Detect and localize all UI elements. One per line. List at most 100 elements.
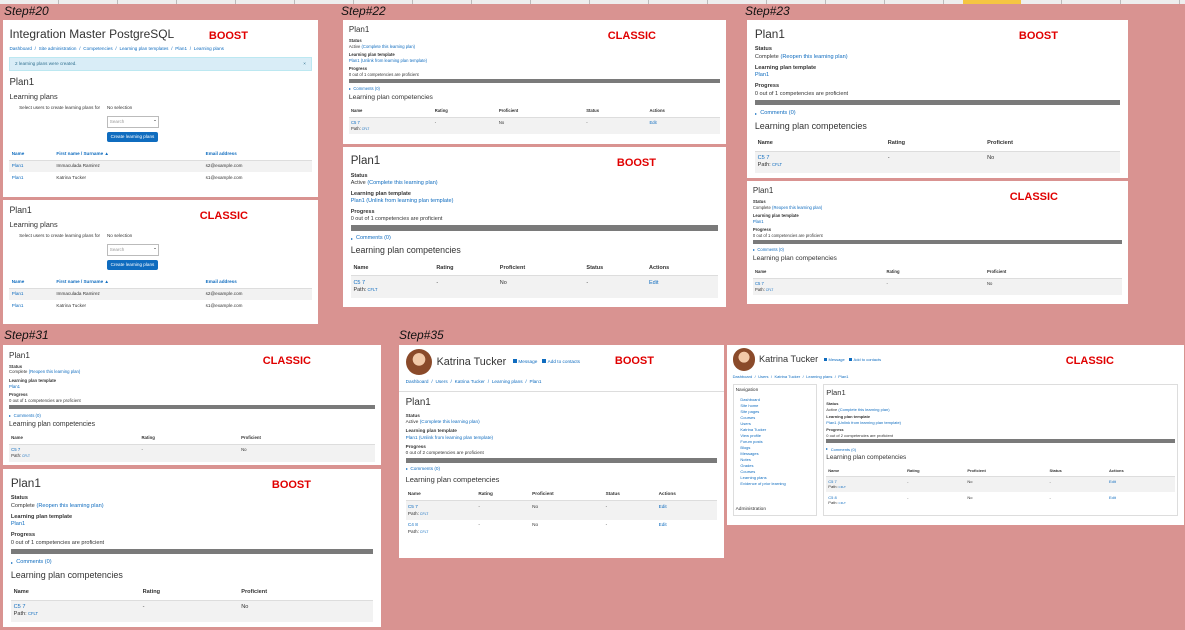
path-link[interactable]: CFLT <box>765 287 774 292</box>
comments-toggle[interactable]: Comments (0) <box>351 235 719 242</box>
breadcrumb-link[interactable]: Dashboard <box>405 378 429 384</box>
nav-item[interactable]: Courses <box>740 468 756 474</box>
comments-toggle[interactable]: Comments (0) <box>406 466 718 472</box>
path-link[interactable]: CFLT <box>838 485 846 490</box>
nav-item[interactable]: Site home <box>740 402 759 408</box>
path-link[interactable]: CFLT <box>367 286 378 292</box>
path-link[interactable]: CFLT <box>22 454 30 459</box>
progress-text: 0 out of 2 competencies are proficient <box>826 432 894 438</box>
comments-toggle[interactable]: Comments (0) <box>9 413 375 419</box>
nav-item[interactable]: Blogs <box>740 444 751 450</box>
comments-toggle[interactable]: Comments (0) <box>349 86 720 92</box>
table-cell[interactable]: Plan1 <box>11 303 24 309</box>
breadcrumb-link[interactable]: Plan1 <box>175 45 188 51</box>
step-label: Step#20 <box>4 4 49 18</box>
message-link[interactable]: Message <box>824 357 845 362</box>
breadcrumb-link[interactable]: Plan1 <box>529 378 542 384</box>
table-cell[interactable]: Edit <box>646 275 719 298</box>
create-button[interactable]: Create learning plans <box>106 131 158 143</box>
comments-toggle[interactable]: Comments (0) <box>11 559 373 567</box>
breadcrumb-link[interactable]: Katrina Tucker <box>454 378 485 384</box>
status-action[interactable]: (Complete this learning plan) <box>838 406 890 412</box>
breadcrumb-link[interactable]: Learning plan templates <box>119 45 169 51</box>
create-button[interactable]: Create learning plans <box>106 259 158 271</box>
status-action[interactable]: (Reopen this learning plan) <box>36 502 104 509</box>
template-link[interactable]: Plan1 <box>754 72 770 79</box>
contacts-link[interactable]: Add to contacts <box>849 357 882 362</box>
competency-link[interactable]: C5 8 <box>828 494 837 500</box>
path: Path:CFLT <box>408 511 474 517</box>
breadcrumb-link[interactable]: Users <box>758 373 769 379</box>
table-cell[interactable]: Edit <box>647 117 721 134</box>
status-action[interactable]: (Complete this learning plan) <box>419 419 480 425</box>
table-cell[interactable]: Edit <box>1109 494 1116 500</box>
template-link[interactable]: Plan1 <box>9 383 21 389</box>
nav-item[interactable]: Users <box>740 420 751 426</box>
nav-item[interactable]: Grades <box>740 462 754 468</box>
theme-label: CLASSIC <box>199 210 248 222</box>
template-link[interactable]: Plan1 (Unlink from learning plan templat… <box>348 57 428 63</box>
nav-item[interactable]: Evidence of prior learning <box>740 480 786 486</box>
nav-item[interactable]: Messages <box>740 450 759 456</box>
message-link[interactable]: Message <box>513 359 537 365</box>
nav-item[interactable]: Katrina Tucker <box>740 426 767 432</box>
contacts-link[interactable]: Add to contacts <box>542 359 580 365</box>
competency-link[interactable]: C5 7 <box>350 120 360 126</box>
status-action[interactable]: (Reopen this learning plan) <box>28 369 81 375</box>
path-link[interactable]: CFLT <box>419 511 429 516</box>
competency-link[interactable]: C5 7 <box>13 603 26 610</box>
comments-toggle[interactable]: Comments (0) <box>753 247 1122 253</box>
template-link[interactable]: Plan1 <box>10 521 26 528</box>
breadcrumb-link[interactable]: Learning plans <box>806 373 833 379</box>
status-action[interactable]: (Reopen this learning plan) <box>772 204 823 210</box>
nav-item[interactable]: Dashboard <box>740 396 760 402</box>
table-cell[interactable]: Edit <box>1107 476 1176 493</box>
path-link[interactable]: CFLT <box>838 500 846 505</box>
status-action[interactable]: (Complete this learning plan) <box>361 43 416 49</box>
breadcrumb-link[interactable]: Dashboard <box>9 45 32 51</box>
breadcrumb-link[interactable]: Plan1 <box>838 373 849 379</box>
nav-item[interactable]: Learning plans <box>740 474 767 480</box>
comments-toggle[interactable]: Comments (0) <box>826 447 1175 452</box>
breadcrumb-link[interactable]: Learning plans <box>193 45 224 51</box>
path-link[interactable]: CFLT <box>771 162 783 168</box>
table-cell[interactable]: Plan1 <box>11 174 24 180</box>
competency-link[interactable]: C5 7 <box>11 447 21 453</box>
table-cell[interactable]: Plan1 <box>9 288 55 301</box>
competency-link[interactable]: C5 7 <box>754 281 764 287</box>
path-link[interactable]: CFLT <box>361 126 370 131</box>
nav-item[interactable]: Notes <box>740 456 751 462</box>
table-cell[interactable]: Edit <box>658 522 667 528</box>
breadcrumb-link[interactable]: Site administration <box>38 45 77 51</box>
status-action[interactable]: (Reopen this learning plan) <box>780 53 848 60</box>
competency-link[interactable]: C4 8 <box>407 522 418 528</box>
breadcrumb-link[interactable]: Learning plans <box>491 378 523 384</box>
template-link[interactable]: Plan1 <box>752 218 764 224</box>
competency-link[interactable]: C5 7 <box>828 478 837 484</box>
template-link[interactable]: Plan1 (Unlink from learning plan templat… <box>405 434 494 440</box>
competency-link[interactable]: C5 7 <box>353 279 366 286</box>
search-select[interactable]: Search <box>106 116 159 128</box>
breadcrumb-link[interactable]: Competencies <box>83 45 113 51</box>
template-link[interactable]: Plan1 (Unlink from learning plan templat… <box>350 198 454 205</box>
breadcrumb-link[interactable]: Katrina Tucker <box>774 373 801 379</box>
table-cell[interactable]: Plan1 <box>9 160 55 173</box>
nav-item[interactable]: Site pages <box>740 408 760 414</box>
path-link[interactable]: CFLT <box>27 611 39 617</box>
status-action[interactable]: (Complete this learning plan) <box>367 180 438 187</box>
search-select[interactable]: Search <box>106 244 159 257</box>
nav-item[interactable]: Forum posts <box>740 438 763 444</box>
nav-item[interactable]: Courses <box>740 414 756 420</box>
competency-link[interactable]: C5 7 <box>757 154 770 161</box>
alert-close[interactable]: × <box>303 61 306 67</box>
nav-item[interactable]: View profile <box>740 432 761 438</box>
table-cell[interactable]: Edit <box>656 500 718 520</box>
path-link[interactable]: CFLT <box>419 529 429 534</box>
path-label: Path: <box>350 125 361 131</box>
competency-link[interactable]: C5 7 <box>407 504 418 510</box>
column-header: Rating <box>432 105 497 118</box>
comments-toggle[interactable]: Comments (0) <box>755 110 1120 118</box>
breadcrumb-link[interactable]: Dashboard <box>732 373 753 379</box>
breadcrumb-link[interactable]: Users <box>435 378 448 384</box>
template-link[interactable]: Plan1 (Unlink from learning plan templat… <box>826 419 901 425</box>
